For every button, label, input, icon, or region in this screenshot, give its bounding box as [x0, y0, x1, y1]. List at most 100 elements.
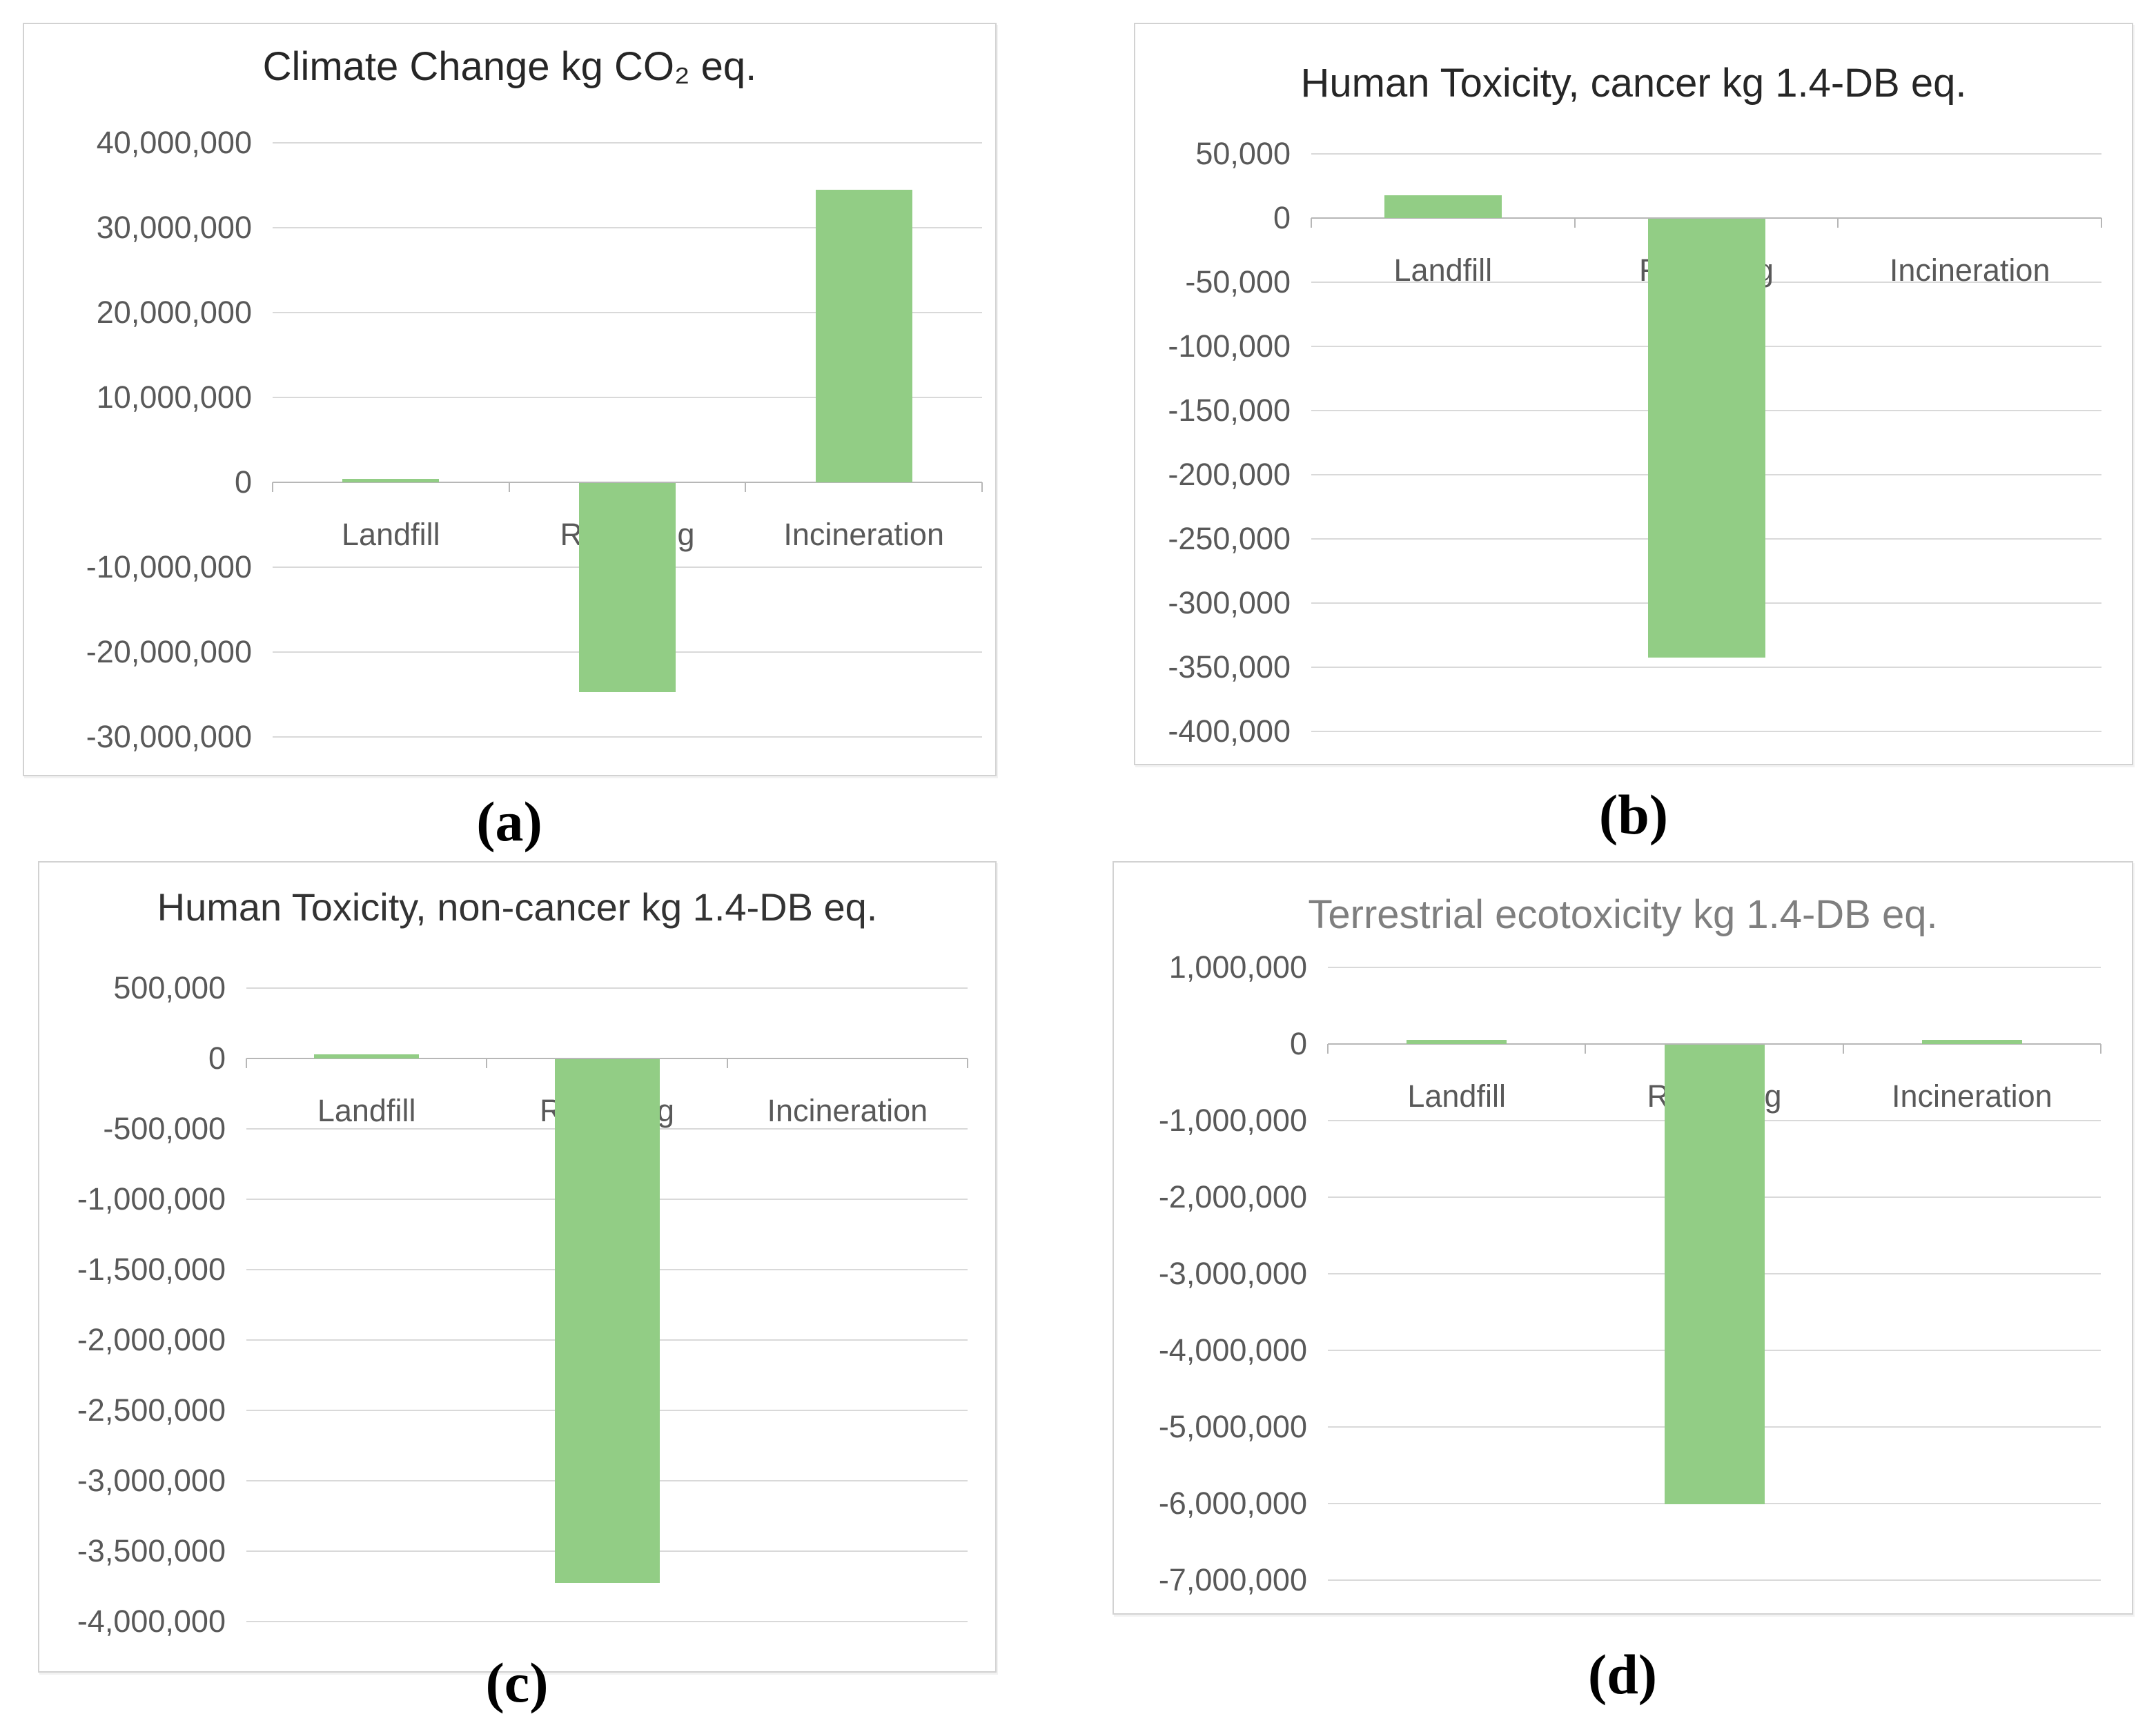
gridline [246, 1621, 968, 1622]
figure-panel-d: Terrestrial ecotoxicity kg 1.4-DB eq. 1,… [1113, 861, 2133, 1615]
plot-area-b: 50,000 0 -50,000 -100,000 -150,000 -200,000 -2… [1135, 24, 2132, 764]
gridline [273, 397, 982, 398]
bar [342, 479, 440, 482]
category-label: Incineration [1889, 253, 2050, 288]
y-axis-tick-label: -1,500,000 [77, 1252, 226, 1287]
axis-tick-mark [2101, 218, 2102, 228]
gridline [1328, 1579, 2101, 1581]
bar [1384, 195, 1502, 218]
plot-area-a: 40,000,000 30,000,000 20,000,000 10,000,000… [24, 24, 995, 775]
bar [1921, 1040, 2022, 1044]
bar [314, 1054, 420, 1058]
gridline [1311, 153, 2101, 155]
chart-title-d: Terrestrial ecotoxicity kg 1.4-DB eq. [1308, 892, 1938, 937]
subfigure-label-d: (d) [1587, 1643, 1658, 1706]
axis-tick-mark [726, 1058, 728, 1068]
axis-tick-mark [745, 482, 747, 492]
figure-panel-a: Climate Change kg CO₂ eq. 40,000,000 30,0… [23, 23, 997, 776]
y-axis-tick-label: -5,000,000 [1158, 1409, 1307, 1444]
y-axis-tick-label: -250,000 [1168, 521, 1291, 556]
figure-panel-c: Human Toxicity, non-cancer kg 1.4-DB eq.… [38, 861, 997, 1673]
axis-tick-mark [1842, 1044, 1844, 1054]
y-axis-tick-label: -3,000,000 [1158, 1256, 1307, 1291]
y-axis-tick-label: -3,000,000 [77, 1463, 226, 1498]
subfigure-label-c: (c) [485, 1651, 549, 1714]
subfigure-label-a: (a) [476, 790, 542, 853]
y-axis-tick-label: 0 [234, 464, 252, 500]
y-axis-tick-label: 500,000 [113, 970, 226, 1005]
y-axis-tick-label: 0 [1289, 1026, 1307, 1061]
axis-tick-mark [486, 1058, 488, 1068]
y-axis-tick-label: -4,000,000 [77, 1604, 226, 1639]
y-axis-tick-label: 40,000,000 [96, 125, 252, 160]
y-axis-tick-label: -500,000 [103, 1111, 226, 1146]
category-label: Landfill [317, 1093, 416, 1128]
figure-panel-b: Human Toxicity, cancer kg 1.4-DB eq. 50,… [1134, 23, 2133, 765]
chart-title-a: Climate Change kg CO₂ eq. [262, 44, 757, 89]
axis-tick-mark [1327, 1044, 1329, 1054]
y-axis-tick-label: -2,500,000 [77, 1392, 226, 1428]
bar [1647, 219, 1765, 658]
y-axis-tick-label: -3,500,000 [77, 1533, 226, 1568]
plot-area-c: 500,000 0 -500,000 -1,000,000 -1,500,000 -2,0… [39, 863, 995, 1671]
gridline [273, 312, 982, 313]
chart-title-b: Human Toxicity, cancer kg 1.4-DB eq. [1300, 61, 1967, 106]
axis-tick-mark [981, 482, 983, 492]
y-axis-tick-label: -30,000,000 [86, 719, 252, 754]
y-axis-tick-label: 10,000,000 [96, 380, 252, 415]
x-axis-line [1328, 1043, 2101, 1045]
axis-tick-mark [967, 1058, 968, 1068]
y-axis-tick-label: -400,000 [1168, 713, 1291, 749]
axis-tick-mark [1574, 218, 1576, 228]
bar [1407, 1040, 1507, 1044]
category-label: Landfill [1407, 1078, 1506, 1114]
axis-tick-mark [272, 482, 273, 492]
y-axis-tick-label: -7,000,000 [1158, 1562, 1307, 1597]
y-axis-tick-label: -350,000 [1168, 649, 1291, 684]
bar [554, 1059, 660, 1583]
gridline [1311, 731, 2101, 732]
y-axis-tick-label: -1,000,000 [77, 1181, 226, 1216]
category-label: Incineration [783, 517, 944, 552]
y-axis-tick-label: -150,000 [1168, 393, 1291, 428]
y-axis-tick-label: -2,000,000 [1158, 1179, 1307, 1214]
y-axis-tick-label: -10,000,000 [86, 549, 252, 584]
y-axis-tick-label: -4,000,000 [1158, 1332, 1307, 1368]
y-axis-tick-label: -200,000 [1168, 457, 1291, 492]
y-axis-tick-label: 20,000,000 [96, 295, 252, 330]
category-label: Landfill [1393, 253, 1493, 288]
subfigure-label-b: (b) [1598, 783, 1669, 846]
bar [579, 483, 676, 692]
y-axis-tick-label: 1,000,000 [1168, 949, 1307, 985]
category-label: Incineration [1892, 1078, 2052, 1114]
gridline [273, 142, 982, 144]
y-axis-tick-label: -100,000 [1168, 328, 1291, 364]
gridline [1328, 967, 2101, 968]
y-axis-tick-label: -50,000 [1185, 264, 1291, 299]
axis-tick-mark [508, 482, 510, 492]
y-axis-tick-label: -300,000 [1168, 585, 1291, 620]
x-axis-line [273, 482, 982, 483]
y-axis-tick-label: -1,000,000 [1158, 1103, 1307, 1138]
axis-tick-mark [1585, 1044, 1587, 1054]
y-axis-tick-label: -20,000,000 [86, 634, 252, 669]
category-label: Incineration [767, 1093, 928, 1128]
axis-tick-mark [1311, 218, 1312, 228]
gridline [273, 227, 982, 228]
y-axis-tick-label: 0 [1273, 200, 1291, 235]
x-axis-line [1311, 217, 2101, 219]
y-axis-tick-label: 0 [208, 1041, 226, 1076]
axis-tick-mark [2100, 1044, 2101, 1054]
chart-title-c: Human Toxicity, non-cancer kg 1.4-DB eq. [157, 885, 878, 929]
plot-area-d: 1,000,000 0 -1,000,000 -2,000,000 -3,000,000… [1114, 863, 2132, 1613]
axis-tick-mark [246, 1058, 247, 1068]
gridline [273, 736, 982, 738]
x-axis-line [246, 1058, 968, 1059]
bar [815, 189, 912, 482]
gridline [1311, 667, 2101, 668]
gridline [246, 987, 968, 989]
category-label: Landfill [342, 517, 440, 552]
y-axis-tick-label: -6,000,000 [1158, 1486, 1307, 1521]
y-axis-tick-label: -2,000,000 [77, 1322, 226, 1357]
bar [1664, 1045, 1765, 1504]
